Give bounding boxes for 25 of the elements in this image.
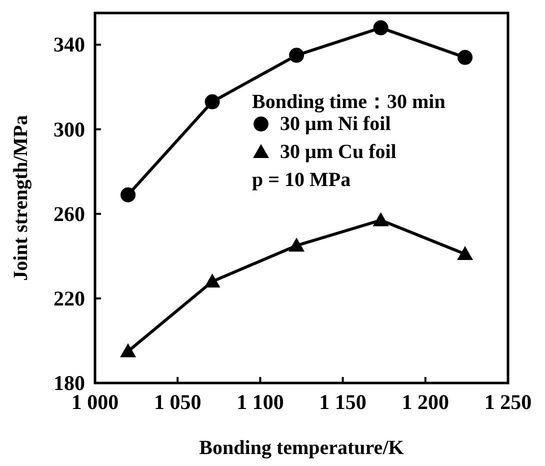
point xyxy=(120,343,136,358)
y-tick-label: 220 xyxy=(54,286,85,310)
point xyxy=(457,246,474,260)
y-axis-title: Joint strength/MPa xyxy=(10,115,32,281)
point xyxy=(204,274,220,288)
point xyxy=(373,20,388,36)
point xyxy=(288,238,305,252)
x-tick-label: 1 150 xyxy=(319,390,366,414)
legend-label: 30 μm Ni foil xyxy=(280,113,392,135)
legend-label: 30 μm Cu foil xyxy=(280,141,397,163)
x-tick-label: 1 200 xyxy=(402,390,450,414)
y-tick-label: 260 xyxy=(54,202,85,226)
point xyxy=(204,94,220,110)
x-tick-label: 1 100 xyxy=(236,390,284,414)
point xyxy=(458,50,473,65)
point xyxy=(372,212,389,226)
x-axis-title: Bonding temperature/K xyxy=(199,437,404,459)
x-tick-label: 1 250 xyxy=(484,390,532,414)
point xyxy=(120,187,136,202)
point xyxy=(289,48,304,63)
annotation: p = 10 MPa xyxy=(252,169,351,191)
y-tick-label: 300 xyxy=(54,117,85,142)
legend-title: Bonding time：30 min xyxy=(252,91,446,113)
x-tick-label: 1 050 xyxy=(154,390,202,414)
y-tick-label: 340 xyxy=(54,32,85,57)
